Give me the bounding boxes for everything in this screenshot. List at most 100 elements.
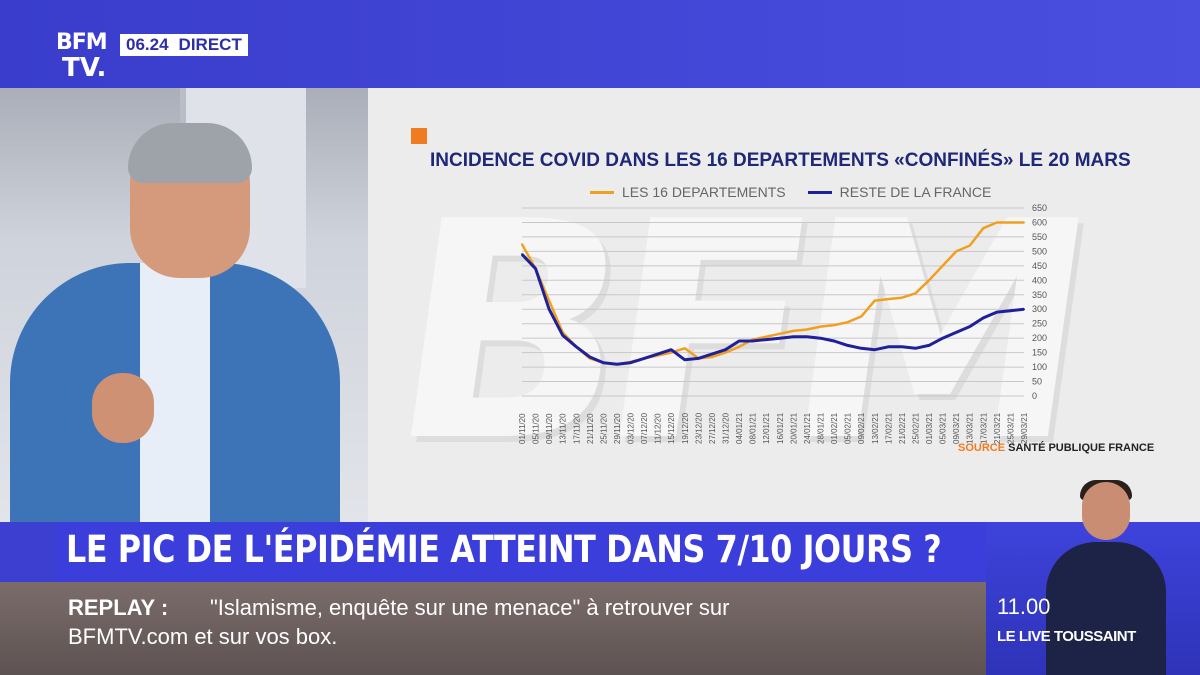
x-tick-label: 09/02/21 — [857, 412, 866, 444]
x-tick-label: 29/03/21 — [1020, 412, 1029, 444]
host-head — [1082, 482, 1130, 540]
x-tick-label: 12/01/21 — [762, 412, 771, 444]
y-tick-label: 300 — [1032, 304, 1047, 314]
x-tick-label: 13/03/21 — [966, 412, 975, 444]
y-tick-label: 150 — [1032, 348, 1047, 358]
y-tick-label: 500 — [1032, 246, 1047, 256]
series-line — [520, 221, 1024, 366]
x-tick-label: 25/03/21 — [1006, 412, 1015, 444]
y-tick-label: 250 — [1032, 319, 1047, 329]
data-point — [982, 316, 985, 319]
x-tick-label: 01/02/21 — [830, 412, 839, 444]
x-tick-label: 25/11/20 — [599, 413, 608, 444]
data-point — [968, 325, 971, 328]
data-point — [548, 299, 551, 302]
presenter-hand — [92, 373, 154, 443]
data-point — [819, 325, 822, 328]
data-point — [683, 347, 686, 350]
promo-time: 11.00 — [997, 594, 1051, 619]
data-point — [982, 227, 985, 230]
x-tick-label: 15/12/20 — [667, 412, 676, 444]
series-line — [520, 253, 1025, 366]
x-tick-label: 21/11/20 — [586, 413, 595, 444]
data-point — [765, 335, 768, 338]
logo-line1: BFM — [56, 30, 108, 55]
x-tick-label: 24/01/21 — [803, 412, 812, 444]
x-tick-label: 08/01/21 — [749, 412, 758, 444]
data-point — [941, 264, 944, 267]
presenter-video — [0, 88, 368, 522]
live-label: DIRECT — [178, 35, 242, 54]
data-point — [724, 348, 727, 351]
x-tick-label: 21/02/21 — [898, 412, 907, 444]
legend-label: RESTE DE LA FRANCE — [839, 184, 992, 200]
data-point — [968, 244, 971, 247]
data-point — [588, 355, 591, 358]
data-point — [914, 347, 917, 350]
data-point — [819, 337, 822, 340]
title-marker-icon — [411, 128, 427, 144]
y-tick-label: 550 — [1032, 232, 1047, 242]
y-tick-label: 450 — [1032, 261, 1047, 271]
chart-panel: BFM — [368, 88, 1200, 522]
legend-swatch-orange — [590, 190, 614, 194]
x-tick-label: 20/01/21 — [789, 412, 798, 444]
data-point — [548, 308, 551, 311]
x-tick-label: 17/11/20 — [572, 413, 581, 444]
x-tick-label: 01/11/20 — [518, 413, 527, 444]
data-point — [1023, 221, 1025, 224]
x-tick-label: 03/12/20 — [627, 412, 636, 444]
data-point — [846, 321, 849, 324]
data-point — [1009, 221, 1012, 224]
data-point — [914, 292, 917, 295]
ticker-bar — [0, 582, 986, 675]
x-tick-label: 17/02/21 — [884, 412, 893, 444]
legend-label: LES 16 DEPARTEMENTS — [622, 184, 786, 200]
data-point — [860, 315, 863, 318]
x-tick-label: 16/01/21 — [776, 412, 785, 444]
data-point — [629, 361, 632, 364]
data-point — [833, 340, 836, 343]
data-point — [805, 328, 808, 331]
data-point — [1023, 308, 1025, 311]
host-suit — [1046, 542, 1166, 675]
data-point — [928, 279, 931, 282]
legend-item-16-departements: LES 16 DEPARTEMENTS — [590, 184, 786, 200]
data-point — [602, 361, 605, 364]
data-point — [792, 329, 795, 332]
data-point — [846, 344, 849, 347]
data-point — [643, 357, 646, 360]
y-tick-label: 600 — [1032, 217, 1047, 227]
x-tick-label: 07/12/20 — [640, 412, 649, 444]
logo-line2: TV. — [62, 53, 107, 83]
x-tick-label: 21/03/21 — [993, 412, 1002, 444]
x-tick-label: 01/03/21 — [925, 412, 934, 444]
y-tick-label: 650 — [1032, 203, 1047, 213]
data-point — [873, 348, 876, 351]
ticker-label: REPLAY : — [68, 595, 169, 620]
data-point — [833, 324, 836, 327]
y-tick-label: 200 — [1032, 333, 1047, 343]
data-point — [683, 358, 686, 361]
data-point — [928, 344, 931, 347]
headline-text: LE PIC DE L'ÉPIDÉMIE ATTEINT DANS 7/10 J… — [66, 528, 942, 571]
headline-bar: LE PIC DE L'ÉPIDÉMIE ATTEINT DANS 7/10 J… — [56, 522, 986, 580]
data-point — [656, 353, 659, 356]
data-point — [1009, 309, 1012, 312]
chart-title: INCIDENCE COVID DANS LES 16 DEPARTEMENTS… — [430, 150, 1131, 171]
source-prefix: SOURCE — [958, 442, 1006, 454]
data-point — [955, 250, 958, 253]
x-tick-label: 25/02/21 — [911, 412, 920, 444]
ticker-text-line2: BFMTV.com et sur vos box. — [68, 624, 338, 649]
x-tick-label: 27/12/20 — [708, 412, 717, 444]
data-point — [860, 347, 863, 350]
legend-item-reste-france: RESTE DE LA FRANCE — [807, 184, 992, 200]
data-point — [995, 221, 998, 224]
x-tick-label: 09/03/21 — [952, 412, 961, 444]
y-tick-label: 400 — [1032, 275, 1047, 285]
next-show-promo — [986, 522, 1200, 675]
data-point — [941, 337, 944, 340]
bfmtv-logo: BFM TV. — [56, 32, 116, 88]
data-point — [805, 335, 808, 338]
